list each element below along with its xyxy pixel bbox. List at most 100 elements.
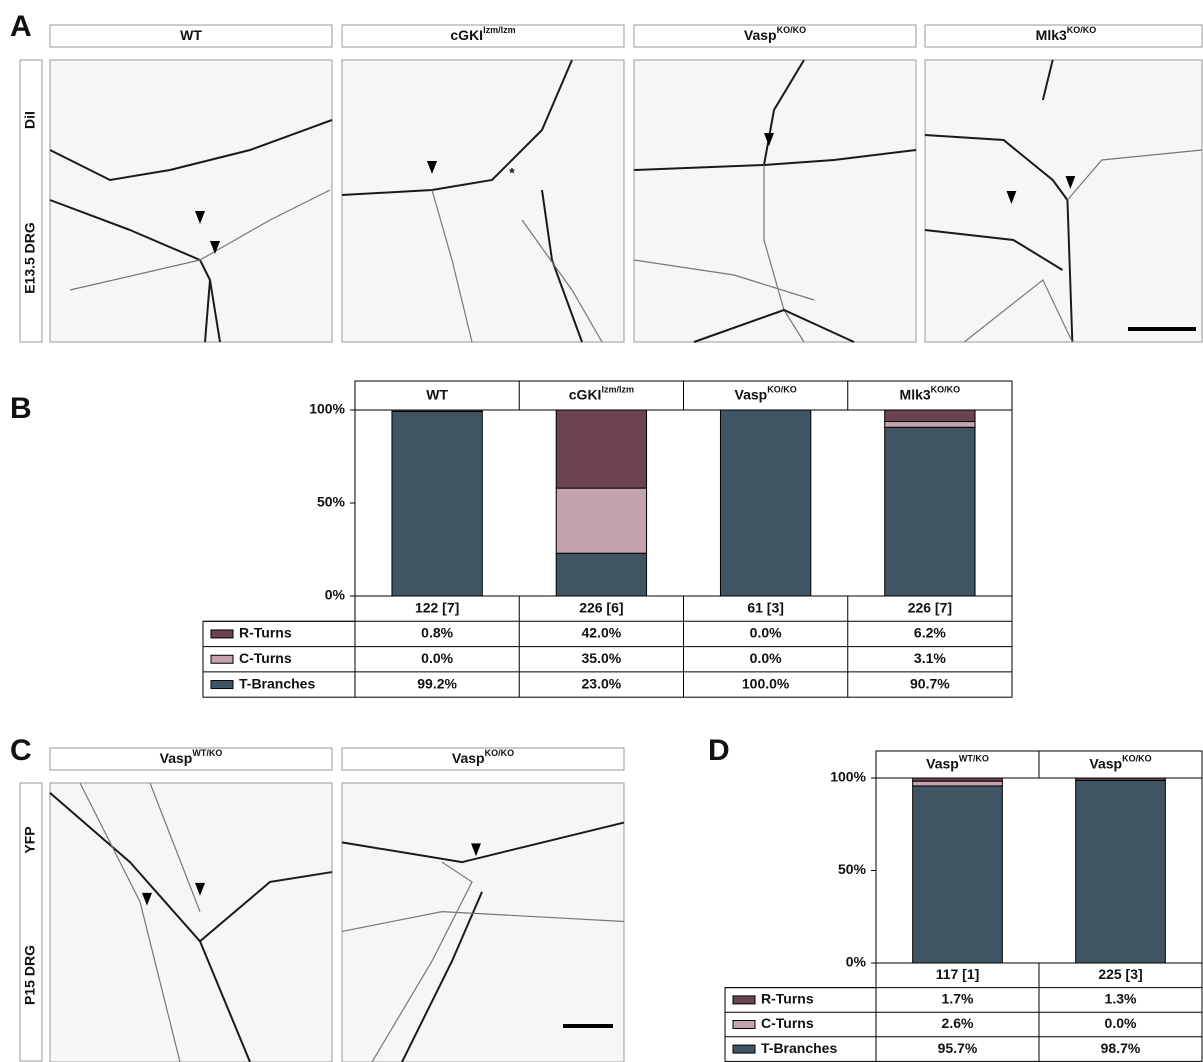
column-header: WT bbox=[180, 27, 202, 43]
y-tick-label: 100% bbox=[830, 769, 866, 785]
bar-segment bbox=[556, 553, 646, 596]
y-tick-label: 100% bbox=[309, 401, 345, 417]
header-superscript: WT/KO bbox=[192, 748, 222, 758]
value-label: 1.3% bbox=[1105, 991, 1137, 1007]
micrograph bbox=[50, 783, 332, 1062]
header-text: WT bbox=[426, 386, 448, 402]
bar-segment bbox=[885, 410, 975, 422]
column-header: VaspWT/KO bbox=[160, 748, 223, 765]
n-label: 117 [1] bbox=[936, 966, 980, 982]
row-label: DiI bbox=[22, 111, 38, 129]
bar-segment bbox=[556, 410, 646, 488]
legend-swatch bbox=[211, 630, 233, 638]
header-superscript: WT/KO bbox=[959, 754, 989, 764]
n-label: 226 [6] bbox=[579, 599, 623, 615]
header-superscript: KO/KO bbox=[767, 385, 797, 395]
scale-bar bbox=[1128, 327, 1196, 331]
panel-label: A bbox=[10, 10, 32, 43]
bar-segment bbox=[392, 411, 482, 596]
legend-label: T-Branches bbox=[761, 1040, 837, 1056]
header-text: Vasp bbox=[744, 27, 777, 43]
n-label: 61 [3] bbox=[747, 599, 784, 615]
value-label: 1.7% bbox=[942, 991, 974, 1007]
value-label: 100.0% bbox=[742, 675, 790, 691]
header-text: cGKI bbox=[450, 27, 483, 43]
value-label: 0.0% bbox=[750, 650, 782, 666]
value-label: 95.7% bbox=[938, 1040, 978, 1056]
column-header: VaspKO/KO bbox=[452, 748, 514, 765]
n-label: 225 [3] bbox=[1098, 966, 1142, 982]
value-label: 35.0% bbox=[582, 650, 622, 666]
panel-label: D bbox=[708, 734, 730, 767]
bar-segment bbox=[913, 781, 1003, 786]
value-label: 2.6% bbox=[942, 1015, 974, 1031]
header-text: Vasp bbox=[160, 750, 193, 766]
legend-label: T-Branches bbox=[239, 675, 315, 691]
value-label: 0.8% bbox=[421, 625, 453, 641]
micrograph bbox=[50, 60, 332, 342]
row-label: YFP bbox=[22, 826, 38, 853]
column-header: VaspKO/KO bbox=[735, 385, 797, 402]
bar-segment bbox=[885, 427, 975, 596]
header-superscript: KO/KO bbox=[1067, 25, 1097, 35]
header-text: Vasp bbox=[926, 755, 959, 771]
frame bbox=[20, 60, 42, 342]
header-text: Vasp bbox=[452, 750, 485, 766]
column-header: Mlk3KO/KO bbox=[900, 385, 961, 402]
value-label: 90.7% bbox=[910, 675, 950, 691]
annotation: * bbox=[509, 165, 515, 181]
legend-label: C-Turns bbox=[761, 1015, 814, 1031]
panel-label: C bbox=[10, 734, 32, 767]
row-label: P15 DRG bbox=[22, 945, 38, 1005]
value-label: 0.0% bbox=[1105, 1015, 1137, 1031]
bar-segment bbox=[885, 422, 975, 428]
header-superscript: lzm/lzm bbox=[483, 25, 516, 35]
legend-swatch bbox=[211, 681, 233, 689]
value-label: 3.1% bbox=[914, 650, 946, 666]
header-text: Mlk3 bbox=[1036, 27, 1067, 43]
header-superscript: lzm/lzm bbox=[601, 385, 634, 395]
n-label: 122 [7] bbox=[415, 599, 459, 615]
value-label: 23.0% bbox=[582, 675, 622, 691]
column-header: Mlk3KO/KO bbox=[1036, 25, 1097, 42]
header-text: Vasp bbox=[1089, 755, 1122, 771]
legend-label: R-Turns bbox=[761, 991, 814, 1007]
micrograph bbox=[925, 60, 1202, 342]
row-label: E13.5 DRG bbox=[22, 222, 38, 294]
value-label: 0.0% bbox=[750, 625, 782, 641]
header-superscript: KO/KO bbox=[931, 385, 961, 395]
column-header: WT bbox=[426, 386, 448, 402]
figure: A B C D WTcGKIlzm/lzmVaspKO/KOMlk3KO/KO*… bbox=[0, 0, 1203, 1062]
bar-segment bbox=[556, 488, 646, 553]
value-label: 6.2% bbox=[914, 625, 946, 641]
value-label: 0.0% bbox=[421, 650, 453, 666]
frame bbox=[20, 783, 42, 1061]
legend-swatch bbox=[733, 996, 755, 1004]
y-tick-label: 50% bbox=[317, 494, 346, 510]
n-label: 226 [7] bbox=[908, 599, 952, 615]
micrograph bbox=[634, 60, 916, 342]
bar-segment bbox=[720, 410, 810, 596]
legend-swatch bbox=[733, 1021, 755, 1029]
header-text: Mlk3 bbox=[900, 386, 931, 402]
legend-label: R-Turns bbox=[239, 625, 292, 641]
panel-label: B bbox=[10, 392, 32, 425]
column-header: VaspWT/KO bbox=[926, 754, 989, 771]
header-text: Vasp bbox=[735, 386, 768, 402]
header-text: WT bbox=[180, 27, 202, 43]
value-label: 42.0% bbox=[582, 625, 622, 641]
column-header: VaspKO/KO bbox=[744, 25, 806, 42]
header-superscript: KO/KO bbox=[777, 25, 807, 35]
legend-swatch bbox=[733, 1045, 755, 1053]
y-tick-label: 0% bbox=[325, 587, 346, 603]
scale-bar bbox=[563, 1024, 613, 1028]
column-header: cGKIlzm/lzm bbox=[569, 385, 634, 402]
column-header: cGKIlzm/lzm bbox=[450, 25, 515, 42]
y-tick-label: 0% bbox=[846, 954, 867, 970]
column-header: VaspKO/KO bbox=[1089, 754, 1151, 771]
header-superscript: KO/KO bbox=[485, 748, 515, 758]
legend-label: C-Turns bbox=[239, 650, 292, 666]
y-tick-label: 50% bbox=[838, 861, 867, 877]
legend-swatch bbox=[211, 655, 233, 663]
value-label: 98.7% bbox=[1101, 1040, 1141, 1056]
